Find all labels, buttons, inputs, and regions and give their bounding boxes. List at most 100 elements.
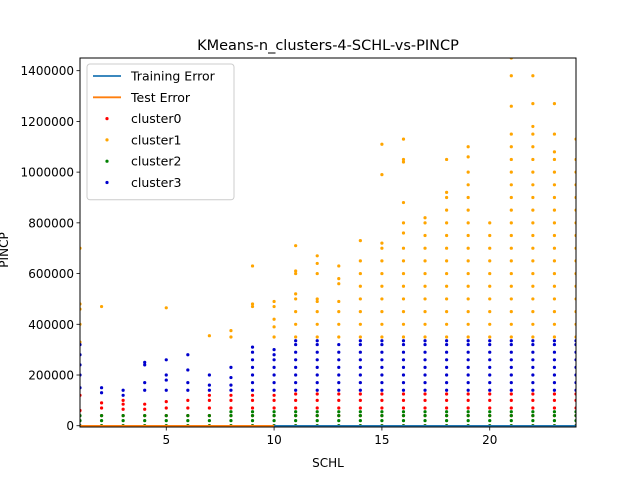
data-point-cluster3	[423, 388, 427, 392]
data-point-cluster3	[509, 388, 513, 392]
data-point-cluster3	[509, 350, 513, 354]
data-point-cluster1	[337, 335, 341, 339]
series-cluster3	[80, 339, 576, 397]
data-point-cluster0	[401, 392, 406, 396]
data-point-cluster1	[401, 259, 406, 263]
data-point-cluster3	[423, 339, 427, 343]
data-point-cluster3	[380, 339, 384, 343]
data-point-cluster2	[380, 410, 384, 414]
data-point-cluster0	[121, 398, 125, 402]
data-point-cluster1	[337, 264, 341, 268]
data-point-cluster0	[358, 392, 362, 396]
data-point-cluster3	[466, 350, 470, 354]
data-point-cluster1	[552, 150, 557, 154]
data-point-cluster3	[401, 358, 406, 362]
data-point-cluster2	[423, 410, 427, 414]
data-point-cluster3	[423, 365, 427, 369]
data-point-cluster1	[294, 244, 298, 248]
data-point-cluster3	[186, 381, 190, 385]
legend-label: Training Error	[130, 69, 216, 84]
data-point-cluster1	[380, 310, 384, 314]
data-point-cluster0	[207, 393, 211, 397]
data-point-cluster3	[531, 381, 535, 385]
data-point-cluster2	[250, 419, 255, 423]
data-point-cluster1	[509, 233, 513, 238]
legend-label: cluster1	[131, 132, 181, 147]
data-point-cluster1	[445, 297, 449, 301]
data-point-cluster0	[445, 406, 449, 410]
data-point-cluster1	[509, 170, 513, 174]
data-point-cluster2	[531, 410, 535, 414]
data-point-cluster3	[250, 381, 255, 385]
data-point-cluster1	[531, 74, 535, 78]
y-tick-label: 200000	[28, 369, 74, 383]
data-point-cluster2	[531, 419, 535, 423]
data-point-cluster1	[445, 208, 449, 212]
data-point-cluster1	[272, 335, 276, 339]
data-point-cluster1	[531, 246, 535, 250]
data-point-cluster3	[358, 388, 362, 392]
data-point-cluster1	[99, 304, 104, 309]
data-point-cluster0	[121, 407, 125, 411]
data-point-cluster2	[229, 413, 233, 418]
data-point-cluster2	[423, 419, 427, 423]
data-point-cluster1	[423, 221, 427, 225]
data-point-cluster3	[337, 365, 341, 369]
data-point-cluster0	[250, 406, 255, 410]
data-point-cluster2	[466, 413, 470, 418]
data-point-cluster1	[531, 132, 535, 136]
data-point-cluster3	[509, 381, 513, 385]
data-point-cluster1	[466, 233, 470, 238]
data-point-cluster2	[143, 413, 147, 418]
data-point-cluster1	[531, 271, 535, 276]
data-point-cluster3	[531, 365, 535, 369]
data-point-cluster2	[552, 410, 557, 414]
data-point-cluster3	[445, 388, 449, 392]
x-tick-label: 20	[482, 433, 497, 447]
data-point-cluster0	[358, 406, 362, 410]
data-point-cluster3	[250, 373, 255, 377]
data-point-cluster3	[531, 350, 535, 354]
data-point-cluster3	[531, 339, 535, 343]
data-point-cluster2	[445, 419, 449, 423]
data-point-cluster1	[531, 145, 535, 149]
data-point-cluster1	[509, 221, 513, 225]
data-point-cluster0	[445, 398, 449, 402]
data-point-cluster3	[401, 373, 406, 377]
data-point-cluster3	[445, 339, 449, 343]
data-point-cluster3	[531, 373, 535, 377]
data-point-cluster2	[164, 413, 168, 418]
data-point-cluster2	[99, 413, 104, 418]
data-point-cluster1	[552, 233, 557, 238]
data-point-cluster0	[315, 406, 319, 410]
legend-swatch	[105, 138, 109, 142]
data-point-cluster3	[186, 353, 190, 357]
data-point-cluster1	[380, 241, 384, 245]
data-point-cluster1	[466, 155, 470, 159]
data-point-cluster1	[509, 183, 513, 187]
data-point-cluster1	[358, 335, 362, 339]
data-point-cluster3	[164, 388, 168, 392]
data-point-cluster3	[509, 365, 513, 369]
data-point-cluster0	[401, 398, 406, 402]
data-point-cluster1	[466, 284, 470, 288]
data-point-cluster2	[272, 410, 276, 414]
y-tick-label: 1400000	[21, 64, 74, 78]
data-point-cluster1	[488, 335, 492, 339]
data-point-cluster0	[294, 392, 298, 396]
x-tick-label: 15	[374, 433, 389, 447]
data-point-cluster3	[272, 365, 276, 369]
data-point-cluster2	[423, 413, 427, 418]
data-point-cluster1	[531, 124, 535, 129]
data-point-cluster0	[99, 401, 104, 405]
data-point-cluster0	[380, 398, 384, 402]
data-point-cluster3	[250, 350, 255, 354]
data-point-cluster1	[509, 208, 513, 212]
data-point-cluster3	[294, 339, 298, 343]
data-point-cluster1	[445, 271, 449, 276]
data-point-cluster2	[488, 413, 492, 418]
data-point-cluster3	[143, 381, 147, 385]
data-point-cluster3	[337, 350, 341, 354]
data-point-cluster3	[272, 373, 276, 377]
data-point-cluster1	[294, 322, 298, 326]
